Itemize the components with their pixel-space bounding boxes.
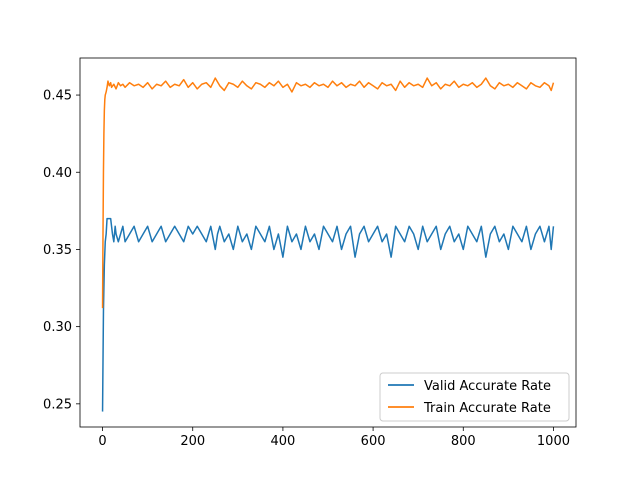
plot-area: [80, 58, 576, 427]
y-axis-ticks: 0.25 0.30 0.35 0.40 0.45: [43, 89, 80, 412]
y-tick-label: 0.30: [43, 320, 72, 335]
x-tick-label: 400: [270, 434, 295, 449]
axes-frame: [79, 57, 577, 428]
series-line-train: [101, 77, 555, 309]
legend-label-valid: Valid Accurate Rate: [424, 379, 551, 394]
legend-box: [379, 372, 570, 422]
x-tick-label: 1000: [537, 434, 570, 449]
x-tick-label: 800: [451, 434, 476, 449]
y-tick-label: 0.45: [43, 89, 72, 104]
legend: Valid Accurate Rate Train Accurate Rate: [379, 372, 570, 422]
series-layer: [101, 77, 555, 412]
axes-layer: [79, 57, 577, 428]
x-tick-label: 600: [361, 434, 386, 449]
x-axis-ticks: 0 200 400 600 800 1000: [98, 427, 570, 449]
legend-label-train: Train Accurate Rate: [423, 401, 551, 416]
y-tick-label: 0.40: [43, 166, 72, 181]
x-tick-label: 200: [180, 434, 205, 449]
y-tick-label: 0.35: [43, 243, 72, 258]
y-tick-label: 0.25: [43, 397, 72, 412]
series-line-valid: [101, 217, 555, 412]
x-tick-label: 0: [98, 434, 106, 449]
